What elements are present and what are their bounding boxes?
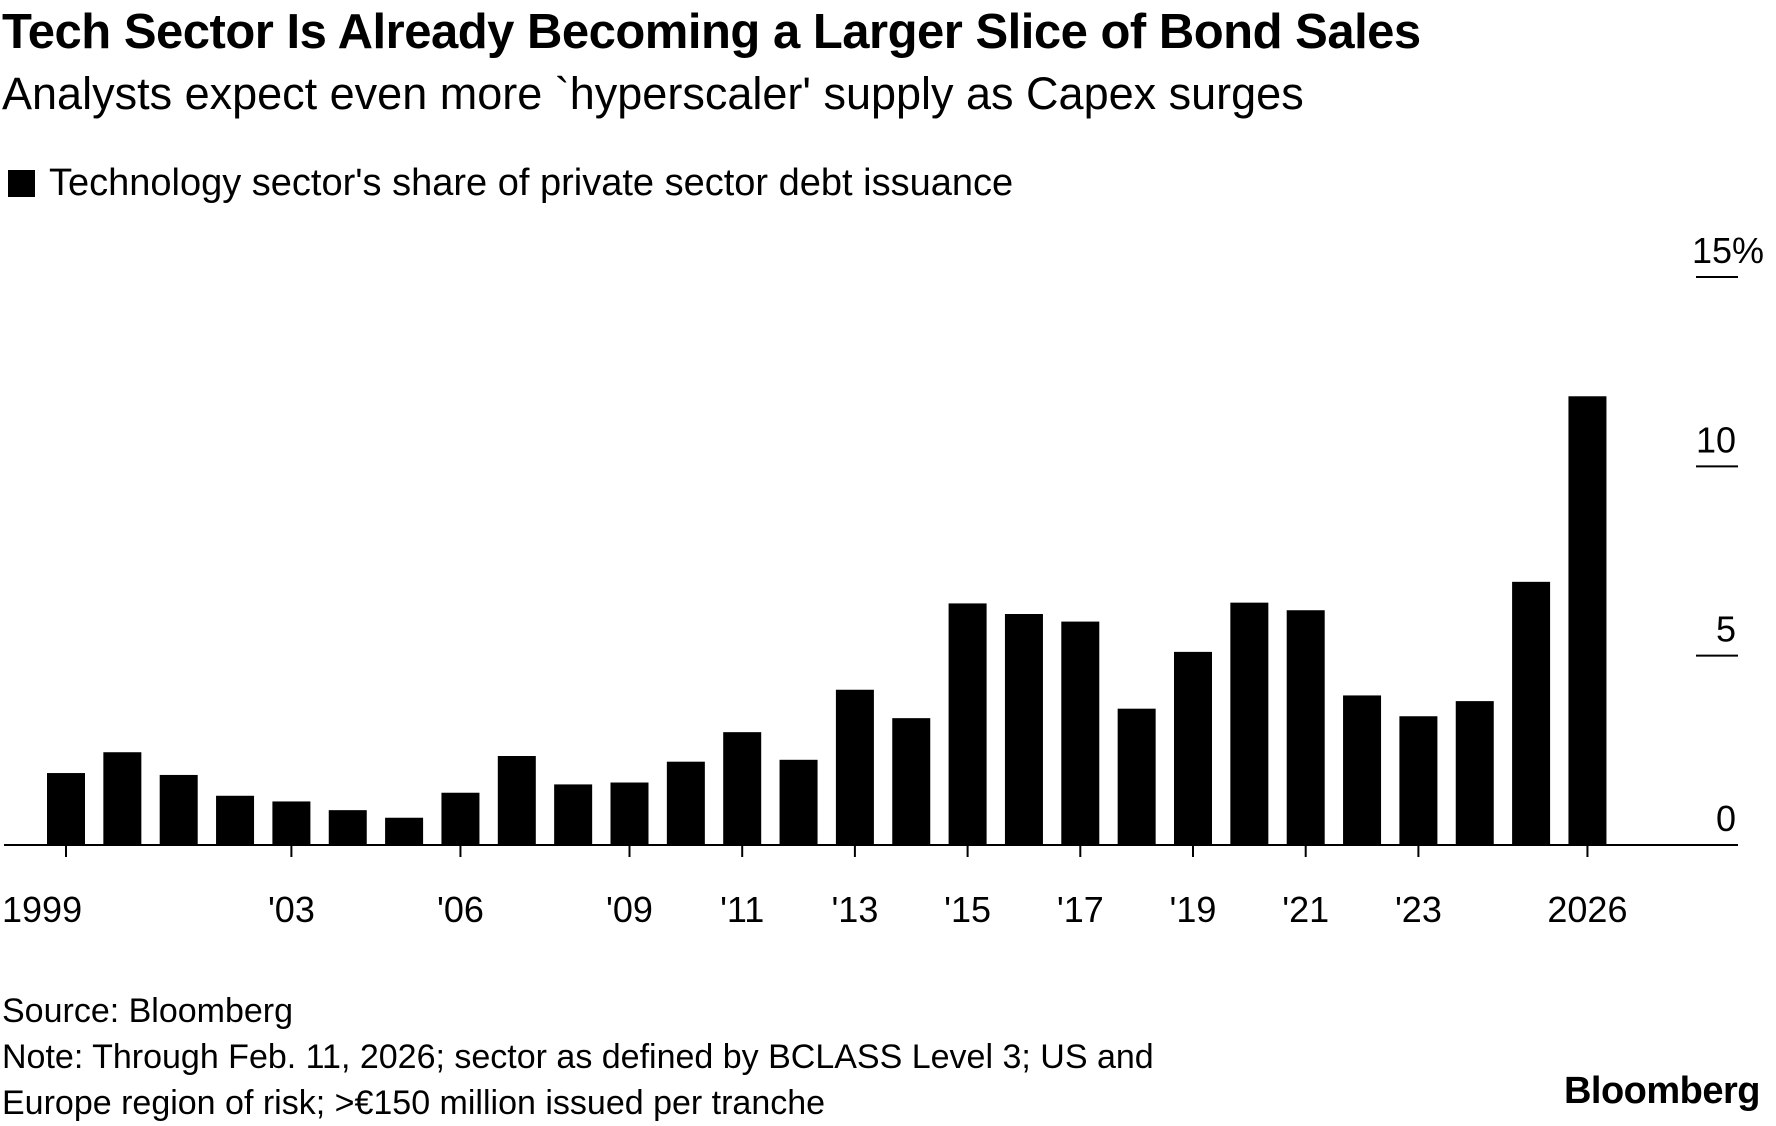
bar-2016	[1004, 614, 1043, 845]
legend-swatch	[8, 170, 35, 197]
footer: Source: Bloomberg Note: Through Feb. 11,…	[2, 988, 1154, 1126]
bar-2000	[103, 752, 142, 845]
x-tick-label-2019: '19	[1170, 889, 1217, 930]
y-tick-label-5: 5	[1716, 609, 1736, 650]
note-line-1: Note: Through Feb. 11, 2026; sector as d…	[2, 1038, 1154, 1076]
note-line-2: Europe region of risk; >€150 million iss…	[2, 1084, 826, 1122]
bar-2001	[159, 774, 198, 845]
bar-2025	[1512, 581, 1551, 845]
bar-2004	[328, 810, 367, 845]
x-tick-label-2021: '21	[1282, 889, 1329, 930]
bar-2018	[1117, 708, 1156, 845]
bar-2005	[385, 817, 424, 845]
x-tick-label-2015: '15	[944, 889, 991, 930]
x-tick-label-2003: '03	[268, 889, 315, 930]
bar-chart: 0 5 10 15% 1999 '03 '06 '09 '11 '13 '15 '17 '19 '21 '…	[2, 230, 1764, 930]
bar-2015	[948, 603, 987, 845]
bar-2017	[1061, 621, 1100, 845]
bar-2023	[1399, 716, 1438, 845]
bar-2003	[272, 801, 311, 845]
x-axis: 1999 '03 '06 '09 '11 '13 '15 '17 '19 '21 '23 2026	[2, 844, 1738, 930]
chart-subtitle: Analysts expect even more `hyperscaler' …	[2, 68, 1304, 119]
x-tick-label-2006: '06	[437, 889, 484, 930]
legend: Technology sector's share of private sec…	[8, 162, 1013, 205]
source-text: Source: Bloomberg	[2, 992, 294, 1030]
bar-2013	[835, 689, 874, 845]
bar-2014	[892, 718, 931, 845]
x-tick-label-2011: '11	[720, 889, 764, 930]
x-tick-label-2013: '13	[831, 889, 878, 930]
x-tick-label-1999: 1999	[2, 889, 82, 930]
bar-1999	[47, 773, 85, 845]
bar-2009	[610, 782, 649, 845]
bar-2011	[723, 732, 762, 845]
bar-2012	[779, 759, 818, 845]
y-tick-label-10: 10	[1696, 419, 1736, 460]
bar-2024	[1455, 701, 1494, 845]
bar-2021	[1286, 610, 1325, 845]
bar-2007	[497, 756, 536, 845]
x-tick-label-2023: '23	[1395, 889, 1442, 930]
bar-2006	[441, 792, 480, 845]
y-tick-label-0: 0	[1716, 798, 1736, 839]
y-tick-label-15: 15%	[1692, 230, 1764, 271]
bar-2022	[1343, 695, 1382, 845]
legend-label: Technology sector's share of private sec…	[49, 162, 1014, 204]
bar-2002	[216, 795, 255, 845]
bars-group	[47, 396, 1607, 845]
bloomberg-logo: Bloomberg	[1563, 1070, 1761, 1112]
bar-2019	[1174, 651, 1212, 845]
bar-2020	[1230, 602, 1269, 845]
bar-2026	[1568, 396, 1607, 845]
y-axis: 0 5 10 15%	[1692, 230, 1764, 839]
bar-2008	[554, 784, 593, 845]
x-tick-label-2026: 2026	[1547, 889, 1627, 930]
bar-2010	[666, 761, 705, 845]
x-tick-label-2009: '09	[606, 889, 653, 930]
x-tick-label-2017: '17	[1057, 889, 1104, 930]
chart-title: Tech Sector Is Already Becoming a Larger…	[2, 5, 1421, 59]
